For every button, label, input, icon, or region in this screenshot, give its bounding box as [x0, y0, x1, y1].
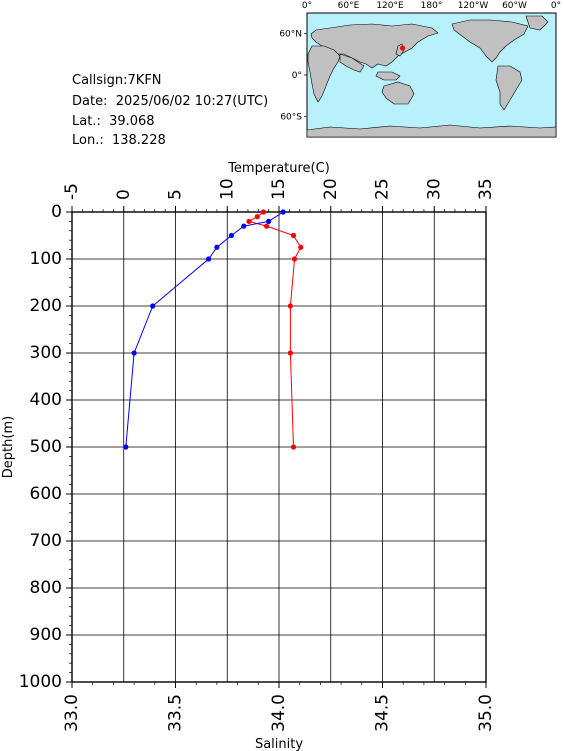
temperature-data-point: [298, 244, 304, 250]
temperature-tick-label: 15: [269, 178, 289, 200]
temperature-data-point: [290, 232, 297, 239]
map-longitude-label: 180°: [421, 1, 443, 11]
map-longitude-label: 60°E: [338, 1, 360, 11]
temperature-tick-label: -5: [62, 183, 82, 200]
salinity-tick-label: 34.5: [373, 694, 393, 732]
temperature-data-point: [263, 223, 270, 229]
africa-shape: [307, 45, 341, 103]
station-marker: [400, 45, 406, 51]
temperature-tick-label: 10: [217, 178, 237, 200]
depth-tick-label: 1000: [19, 672, 62, 692]
temperature-tick-label: 0: [114, 189, 134, 200]
date-text: Date: 2025/06/02 10:27(UTC): [72, 94, 269, 109]
salinity-data-point: [150, 303, 156, 309]
temperature-data-point: [291, 256, 298, 262]
depth-tick-label: 800: [30, 578, 62, 598]
temperature-tick-label: 25: [373, 178, 393, 200]
map-latitude-label: 60°N: [279, 30, 302, 40]
salinity-data-point: [131, 350, 137, 356]
depth-tick-label: 500: [30, 437, 62, 457]
salinity-tick-label: 33.5: [166, 694, 186, 732]
greenland-shape: [525, 15, 549, 31]
salinity-data-point: [206, 256, 212, 262]
temperature-tick-label: 30: [424, 178, 444, 200]
temperature-data-point: [287, 303, 293, 309]
temperature-data-point: [290, 444, 297, 450]
depth-axis-title: Depth(m): [1, 416, 16, 478]
map-longitude-label: 0°: [302, 1, 312, 11]
map-longitude-label: 0°: [551, 1, 561, 11]
depth-tick-label: 200: [30, 296, 62, 316]
depth-tick-label: 100: [30, 249, 62, 269]
profile-chart: -5 0 5 10 15 20 25 30 35010020030040050060070080…: [19, 178, 496, 732]
south-america-shape: [495, 65, 523, 111]
salinity-data-point: [123, 444, 129, 450]
map-latitude-label: 0°: [292, 71, 302, 81]
latitude-text: Lat.: 39.068: [72, 114, 155, 129]
north-america-shape: [451, 19, 529, 63]
depth-tick-label: 300: [30, 343, 62, 363]
salinity-axis-title: Salinity: [255, 737, 303, 751]
salinity-data-point: [228, 232, 234, 239]
salinity-data-point: [214, 244, 220, 250]
depth-tick-label: 700: [30, 531, 62, 551]
map-longitude-label: 120°W: [458, 1, 489, 11]
antarctica-shape: [306, 124, 557, 138]
depth-tick-label: 0: [51, 202, 62, 222]
arabia-india-shape: [339, 53, 365, 73]
salinity-tick-label: 33.0: [62, 694, 82, 732]
map-longitude-label: 60°W: [502, 1, 527, 11]
longitude-text: Lon.: 138.228: [72, 133, 166, 148]
temperature-data-point: [254, 214, 260, 220]
temperature-data-point: [287, 350, 293, 356]
salinity-tick-label: 34.0: [269, 694, 289, 732]
indonesia-shape: [375, 71, 401, 81]
australia-shape: [381, 81, 415, 105]
map-latitude-label: 60°S: [280, 112, 302, 122]
temperature-axis-title: Temperature(C): [227, 161, 330, 176]
world-map: 0° 60°E 120°E 180° 120°W 60°W 0° 60°N 0° 60°S: [279, 1, 561, 138]
depth-tick-label: 600: [30, 484, 62, 504]
salinity-data-point: [266, 218, 272, 224]
depth-tick-label: 400: [30, 390, 62, 410]
map-longitude-label: 120°E: [376, 1, 404, 11]
temperature-profile-line: [247, 211, 302, 448]
map-landmasses: [306, 15, 557, 138]
salinity-data-point: [280, 209, 286, 215]
depth-tick-label: 900: [30, 625, 62, 645]
temperature-data-point: [260, 209, 267, 215]
callsign-text: Callsign:7KFN: [72, 73, 162, 88]
temperature-tick-label: 20: [321, 178, 341, 200]
temperature-tick-label: 5: [166, 189, 186, 200]
salinity-data-point: [241, 223, 247, 229]
salinity-profile-line: [125, 211, 284, 448]
salinity-tick-label: 35.0: [476, 694, 496, 732]
temperature-data-point: [246, 218, 252, 224]
temperature-tick-label: 35: [476, 178, 496, 200]
